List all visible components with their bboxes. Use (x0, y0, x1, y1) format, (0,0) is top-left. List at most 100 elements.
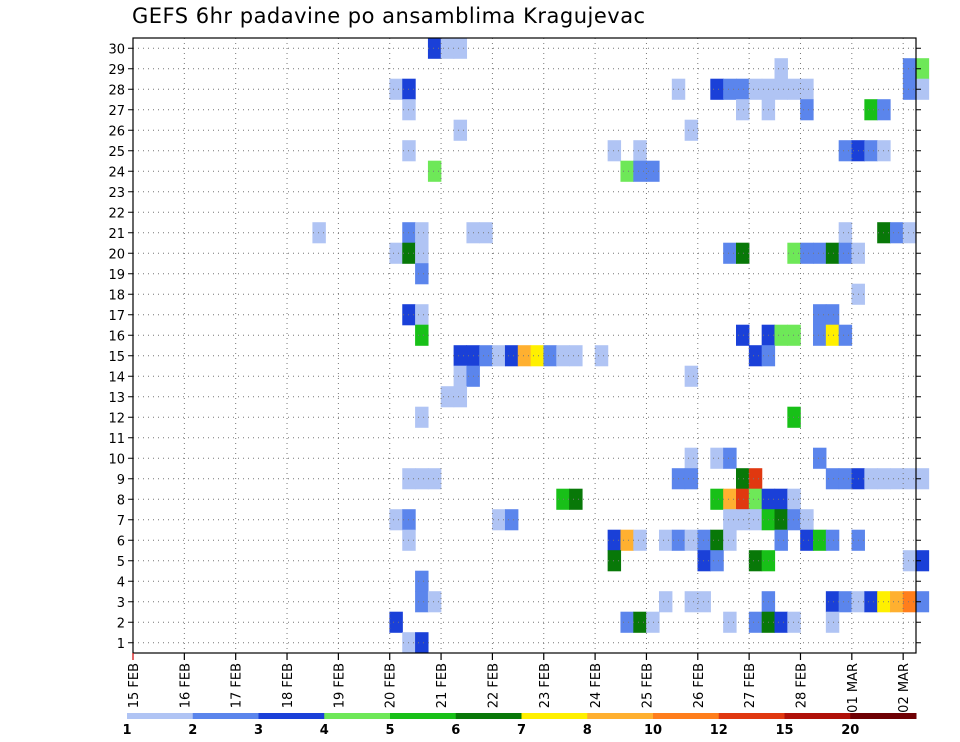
legend-label: 12 (710, 723, 728, 738)
y-tick-label: 9 (117, 473, 125, 488)
x-tick-label: 26 FEB (692, 663, 707, 708)
heatmap-cell (415, 406, 429, 428)
heatmap-cell (838, 324, 853, 346)
heatmap-cell (723, 242, 737, 264)
heatmap-cell (710, 78, 724, 100)
heatmap-cell (838, 222, 853, 244)
legend-label: 1 (122, 723, 131, 738)
heatmap-cell (825, 242, 840, 264)
heatmap-cell (748, 345, 763, 367)
heatmap-cell (504, 345, 519, 367)
heatmap-cell (389, 78, 403, 100)
heatmap-cell (825, 324, 840, 346)
y-tick-label: 22 (108, 206, 125, 221)
heatmap-cell (607, 529, 622, 551)
heatmap-cell (787, 324, 801, 346)
legend-swatch (850, 713, 917, 719)
x-tick-label: 20 FEB (384, 663, 399, 708)
heatmap-cell (723, 447, 737, 469)
legend-label: 4 (320, 723, 329, 738)
y-tick-label: 30 (108, 42, 125, 57)
heatmap-cell (787, 611, 801, 633)
heatmap-cell (915, 591, 930, 613)
heatmap-cell (479, 345, 493, 367)
heatmap-cell (453, 386, 468, 408)
heatmap-cell (774, 324, 788, 346)
heatmap-cell (915, 78, 930, 100)
heatmap-cell (787, 242, 801, 264)
plot-frame (132, 37, 917, 654)
y-tick-label: 26 (108, 124, 125, 139)
y-tick-label: 13 (108, 391, 125, 406)
y-tick-label: 15 (108, 350, 125, 365)
heatmap-cell (607, 550, 622, 572)
legend-swatch (784, 713, 851, 719)
legend-swatch (521, 713, 588, 719)
heatmap-cell (453, 345, 468, 367)
chart-title: GEFS 6hr padavine po ansamblima Kragujev… (132, 4, 646, 28)
y-tick-label: 29 (108, 63, 125, 78)
heatmap-cell (915, 58, 930, 80)
heatmap-cell (736, 99, 750, 121)
grid-layer (132, 38, 916, 653)
legend-swatch (587, 713, 654, 719)
heatmap-cell (594, 345, 609, 367)
y-tick-label: 27 (108, 104, 125, 119)
x-tick-label: 17 FEB (230, 663, 245, 708)
heatmap-cell (684, 591, 699, 613)
y-tick-label: 8 (117, 493, 125, 508)
axes-layer: 1234567891011121314151617181920212223242… (108, 37, 921, 713)
heatmap-cell (415, 222, 429, 244)
heatmap-cell (813, 324, 827, 346)
heatmap-cell (736, 242, 750, 264)
heatmap-cell (479, 222, 493, 244)
heatmap-cell (646, 160, 660, 182)
heatmap-cell (774, 509, 788, 531)
heatmap-cell (774, 58, 788, 80)
heatmap-cell (697, 529, 711, 551)
x-tick-label: 21 FEB (435, 663, 450, 708)
heatmap-cell (864, 591, 878, 613)
heatmap-cell (838, 242, 853, 264)
heatmap-cell (427, 468, 442, 490)
heatmap-cell (825, 468, 840, 490)
heatmap-cell (813, 304, 827, 326)
x-tick-label: 23 FEB (538, 663, 553, 708)
cells-layer (312, 37, 930, 654)
heatmap-cell (813, 529, 827, 551)
heatmap-cell (620, 529, 634, 551)
legend-swatch (653, 713, 720, 719)
heatmap-cell (697, 550, 711, 572)
y-tick-label: 11 (108, 432, 125, 447)
heatmap-cell (710, 550, 724, 572)
heatmap-cell (748, 488, 763, 510)
x-tick-label: 25 FEB (640, 663, 655, 708)
heatmap-cell (684, 468, 699, 490)
heatmap-cell (453, 37, 468, 59)
x-tick-label: 18 FEB (281, 663, 296, 708)
heatmap-cell (748, 78, 763, 100)
heatmap-cell (825, 611, 840, 633)
heatmap-cell (440, 37, 455, 59)
heatmap-cell (633, 529, 647, 551)
legend-swatch (718, 713, 785, 719)
heatmap-cell (774, 488, 788, 510)
heatmap-cell (813, 242, 827, 264)
heatmap-cell (427, 37, 442, 59)
heatmap-cell (453, 119, 468, 141)
heatmap-cell (415, 263, 429, 285)
heatmap-cell (620, 611, 634, 633)
y-tick-label: 6 (117, 534, 125, 549)
heatmap-cell (748, 468, 763, 490)
heatmap-cell (825, 591, 840, 613)
heatmap-cell (774, 611, 788, 633)
x-tick-label: 15 FEB (127, 663, 142, 708)
heatmap-cell (723, 488, 737, 510)
heatmap-cell (864, 140, 878, 162)
heatmap-cell (736, 488, 750, 510)
y-tick-label: 4 (117, 575, 125, 590)
x-tick-label: 01 MAR (846, 663, 861, 713)
heatmap-cell (415, 468, 429, 490)
heatmap-cell (723, 611, 737, 633)
y-tick-label: 25 (108, 145, 125, 160)
